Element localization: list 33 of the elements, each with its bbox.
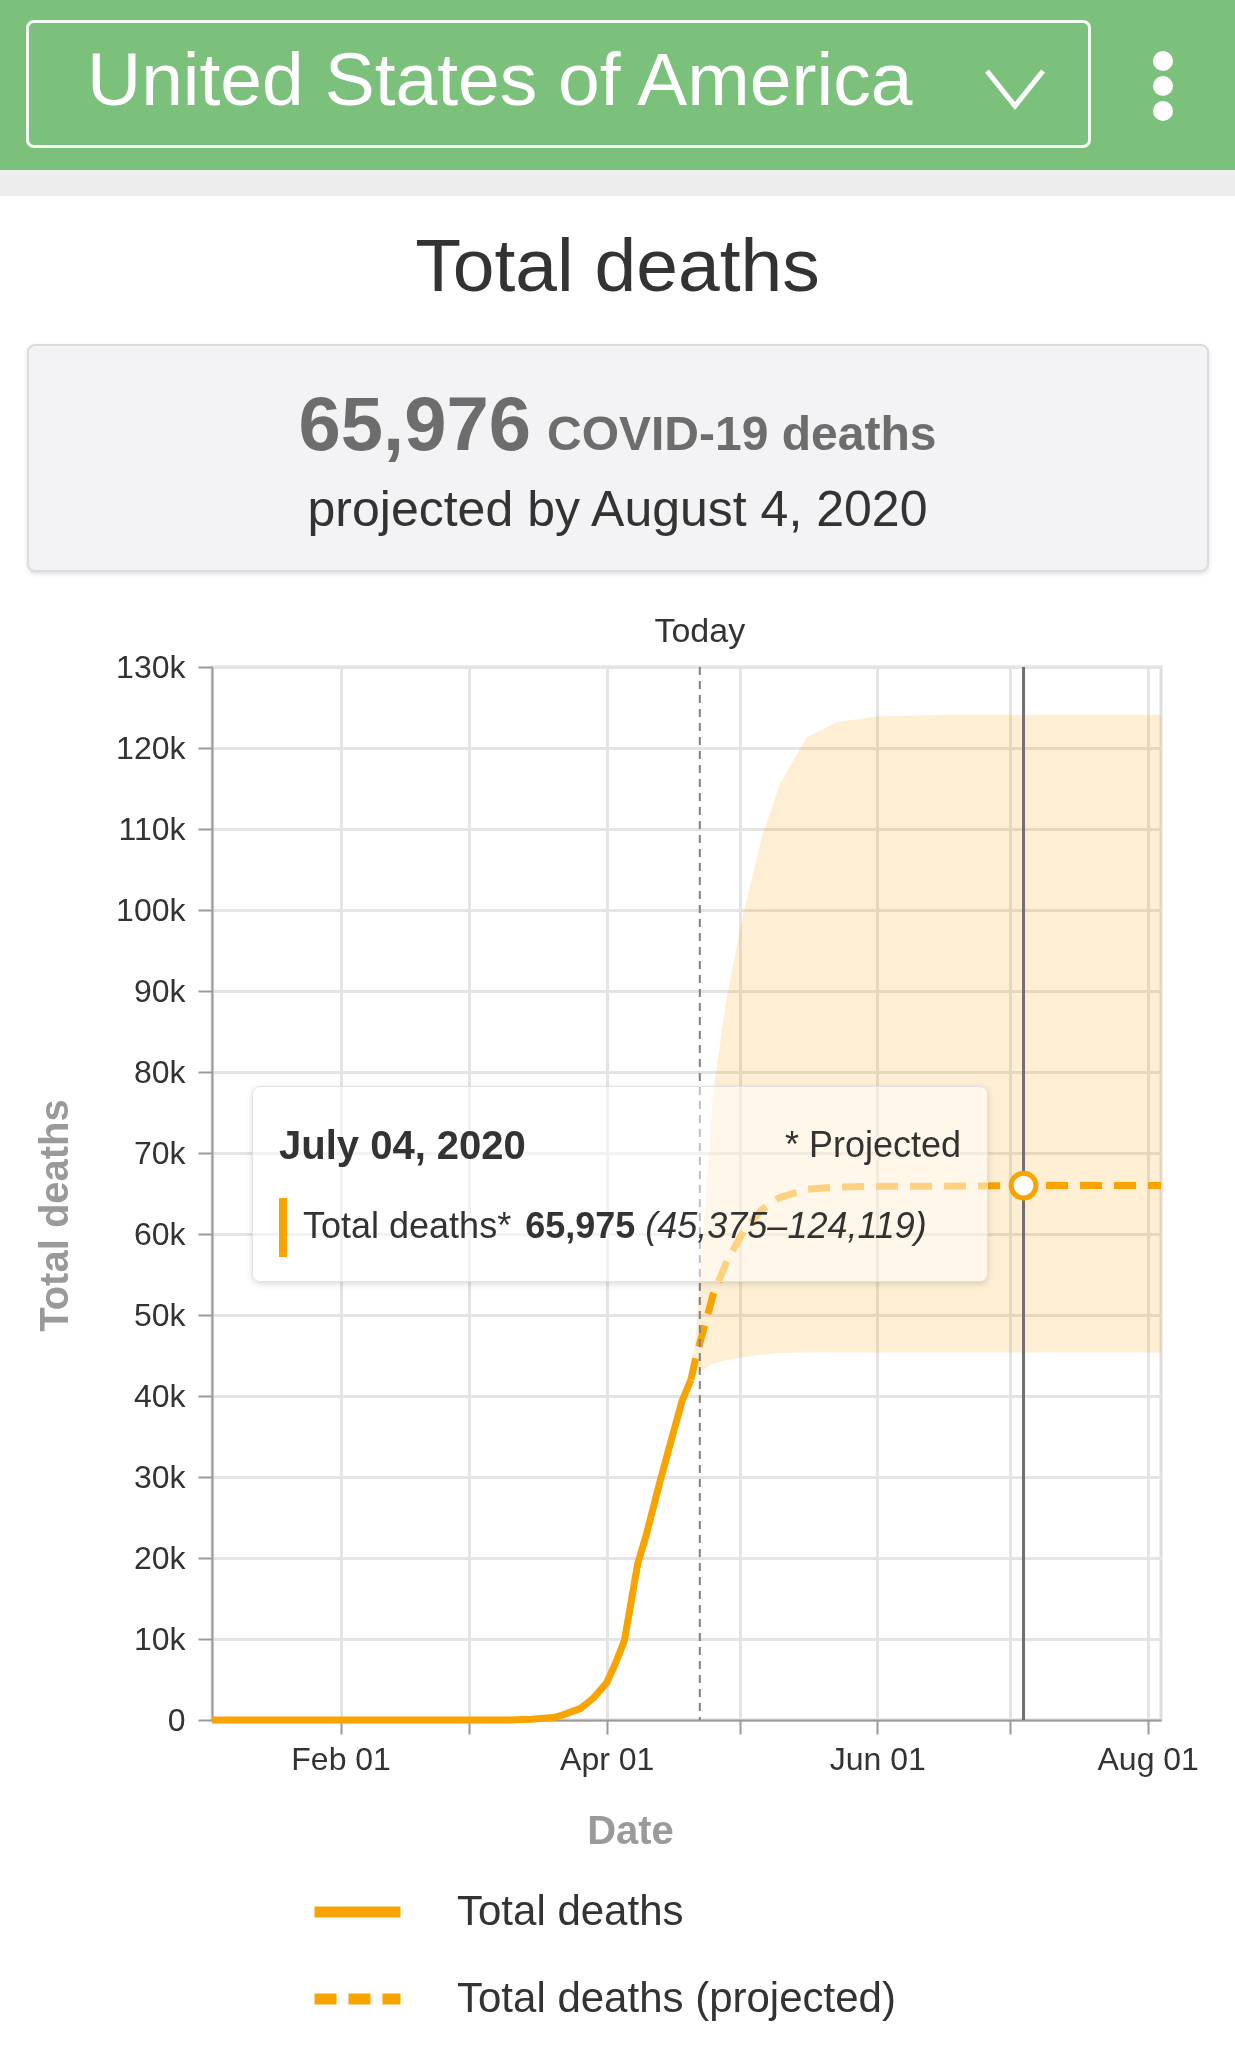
y-tick-label: 100k [116,891,187,928]
annotation: July 04, 2020 [279,1123,526,1167]
annotation: (45,375–124,119) [645,1205,927,1246]
y-tick-label: 10k [133,1620,187,1657]
annotation: * Projected [784,1124,961,1165]
y-tick-label: 20k [133,1539,187,1576]
y-tick-label: 80k [133,1053,187,1090]
y-tick-label: 70k [133,1134,187,1171]
annotation: Total deaths* [303,1205,512,1246]
y-tick-label: 110k [118,810,187,847]
text: projected by August 4, 2020 [306,481,929,537]
x-tick-label: Aug 01 [1097,1740,1199,1777]
text: 65,976 [298,381,531,466]
x-tick-label: Feb 01 [291,1740,391,1777]
legend-label: Total deaths [457,1887,684,1934]
y-axis-title: Total deaths [31,1099,76,1332]
x-axis-title: Date [587,1807,674,1852]
y-tick-label: 60k [133,1215,187,1252]
y-tick-label: 90k [133,972,187,1009]
ref-line-label: Today [654,611,746,649]
annotation: 65,975 [525,1205,636,1246]
y-tick-label: 50k [133,1296,187,1333]
y-tick-label: 40k [133,1377,187,1414]
y-tick-label: 30k [133,1458,187,1495]
y-tick-label: 120k [116,729,187,766]
chart-title: Total deaths [414,223,821,307]
text: COVID-19 deaths [547,407,937,460]
y-tick-label: 130k [116,648,187,685]
x-tick-label: Apr 01 [560,1740,655,1777]
x-tick-label: Jun 01 [829,1740,926,1777]
y-tick-label: 0 [167,1701,186,1738]
text: United States of America [87,37,913,121]
legend-label: Total deaths (projected) [457,1974,896,2021]
